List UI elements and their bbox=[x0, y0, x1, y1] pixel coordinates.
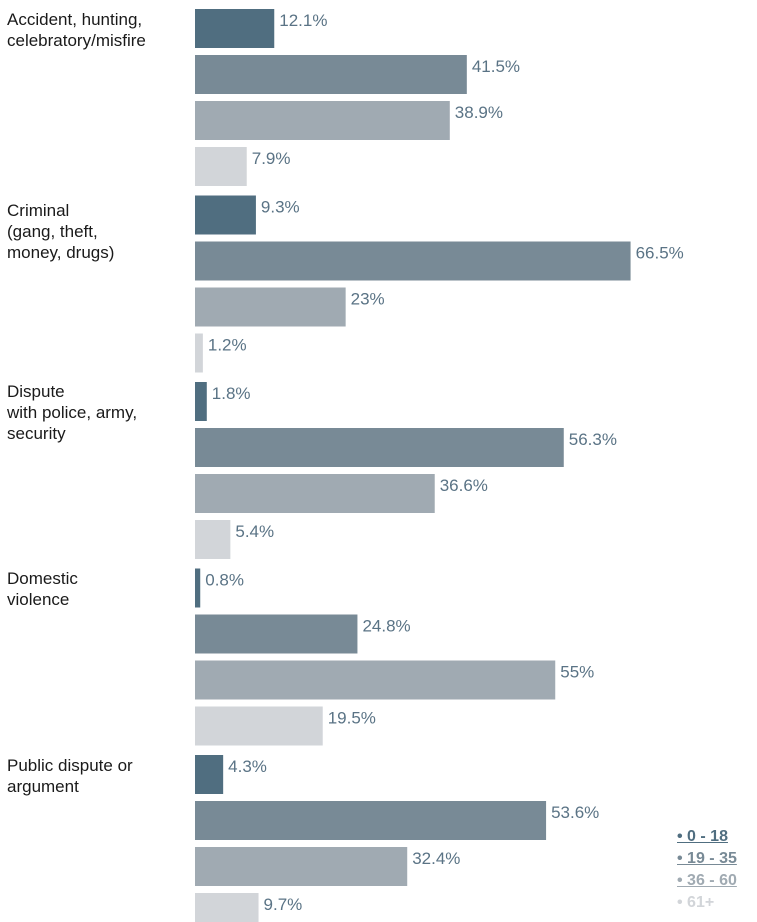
bar-1-series-4 bbox=[195, 147, 247, 186]
data-label-4-series-4: 19.5% bbox=[328, 709, 376, 728]
legend: • 0 - 18 • 19 - 35 • 36 - 60 • 61+ bbox=[677, 826, 737, 914]
bar-2-series-2 bbox=[195, 241, 631, 281]
legend-item-36-60[interactable]: • 36 - 60 bbox=[677, 872, 737, 889]
data-label-1-series-4: 7.9% bbox=[252, 149, 291, 168]
data-label-5-series-3: 32.4% bbox=[412, 849, 460, 868]
bar-5-series-3 bbox=[195, 847, 408, 886]
bar-4-series-3 bbox=[195, 660, 556, 700]
data-label-2-series-1: 9.3% bbox=[261, 198, 300, 217]
legend-item-61-plus[interactable]: • 61+ bbox=[677, 894, 715, 911]
data-label-3-series-4: 5.4% bbox=[235, 522, 274, 541]
bar-1-series-2 bbox=[195, 55, 467, 94]
bar-1-series-3 bbox=[195, 101, 450, 140]
data-label-2-series-4: 1.2% bbox=[208, 336, 247, 355]
data-label-4-series-3: 55% bbox=[560, 663, 594, 682]
data-label-5-series-4: 9.7% bbox=[264, 895, 303, 914]
data-label-4-series-2: 24.8% bbox=[362, 617, 410, 636]
data-label-1-series-2: 41.5% bbox=[472, 57, 520, 76]
legend-item-19-35[interactable]: • 19 - 35 bbox=[677, 850, 737, 867]
bar-5-series-4 bbox=[195, 893, 259, 922]
bar-5-series-2 bbox=[195, 801, 547, 840]
category-label-accident: Accident, hunting, celebratory/misfire bbox=[7, 10, 146, 50]
bar-4-series-2 bbox=[195, 614, 358, 654]
data-label-5-series-1: 4.3% bbox=[228, 757, 267, 776]
data-label-3-series-2: 56.3% bbox=[569, 430, 617, 449]
bar-2-series-1 bbox=[195, 195, 256, 235]
data-label-2-series-3: 23% bbox=[351, 290, 385, 309]
bar-3-series-4 bbox=[195, 520, 231, 559]
data-label-1-series-1: 12.1% bbox=[279, 11, 327, 30]
bar-5-series-1 bbox=[195, 755, 224, 794]
category-label-criminal: Criminal (gang, theft, money, drugs) bbox=[7, 201, 115, 262]
data-label-4-series-1: 0.8% bbox=[205, 571, 244, 590]
data-label-1-series-3: 38.9% bbox=[455, 103, 503, 122]
bar-4-series-1 bbox=[195, 568, 201, 608]
bar-4-series-4 bbox=[195, 706, 323, 746]
bar-3-series-3 bbox=[195, 474, 435, 513]
category-label-public-dispute: Public dispute or argument bbox=[7, 756, 133, 796]
data-label-3-series-1: 1.8% bbox=[212, 384, 251, 403]
data-label-3-series-3: 36.6% bbox=[440, 476, 488, 495]
data-label-5-series-2: 53.6% bbox=[551, 803, 599, 822]
bar-3-series-1 bbox=[195, 382, 207, 421]
category-label-dispute-police: Dispute with police, army, security bbox=[7, 382, 138, 443]
bar-2-series-4 bbox=[195, 333, 203, 373]
data-label-2-series-2: 66.5% bbox=[636, 244, 684, 263]
category-label-domestic-violence: Domestic violence bbox=[7, 569, 78, 609]
bar-2-series-3 bbox=[195, 287, 346, 327]
legend-item-0-18[interactable]: • 0 - 18 bbox=[677, 828, 728, 845]
bar-3-series-2 bbox=[195, 428, 564, 467]
bar-1-series-1 bbox=[195, 9, 275, 48]
